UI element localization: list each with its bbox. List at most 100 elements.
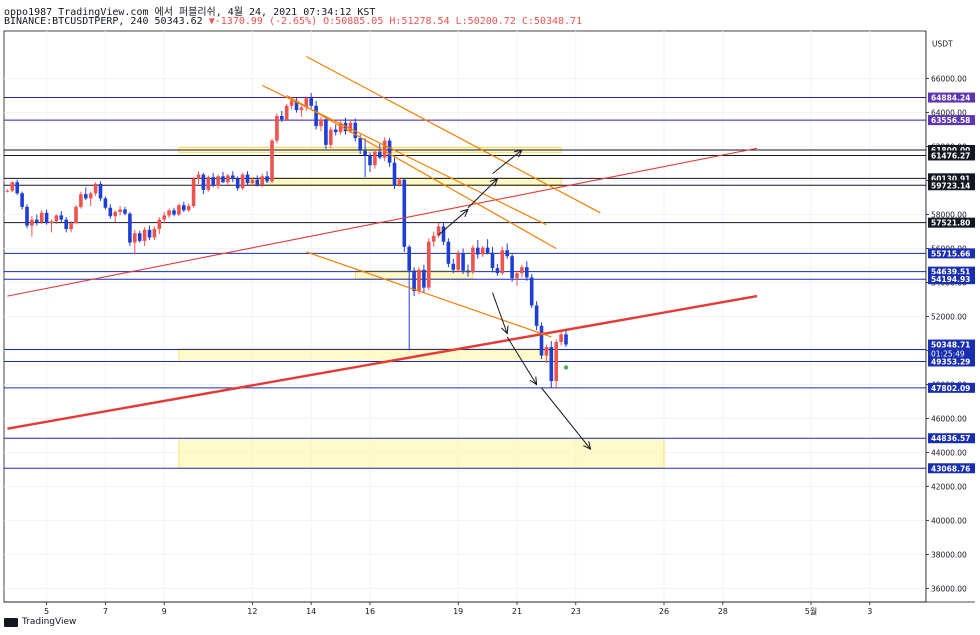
projection-arrow xyxy=(467,178,498,209)
candle-body xyxy=(15,182,19,194)
candle-body xyxy=(319,119,323,127)
candle-timer: 01:25:49 xyxy=(931,350,965,359)
trend-line xyxy=(7,147,758,297)
last-price-label: 50348.71 xyxy=(931,341,970,350)
candle-body xyxy=(280,115,284,120)
candle-body xyxy=(529,277,534,306)
level-badge xyxy=(928,274,975,285)
symbol-legend: BINANCE:BTCUSDTPERP, 240 50343.62 ▼-1370… xyxy=(4,16,582,27)
candle-body xyxy=(397,179,402,185)
time-tick-label: 19 xyxy=(453,607,463,616)
price-tick-label: 40000.00 xyxy=(931,516,967,525)
candle-body xyxy=(5,190,10,192)
time-tick-label: 12 xyxy=(247,607,257,616)
candle-body xyxy=(495,268,500,274)
candle-body xyxy=(201,174,206,190)
candle-body xyxy=(368,155,372,166)
candle-body xyxy=(431,235,436,242)
support-zone xyxy=(178,348,557,362)
candle-body xyxy=(490,252,495,269)
candle-body xyxy=(471,247,475,273)
candle-body xyxy=(314,105,318,127)
candle-body xyxy=(289,100,294,106)
price-change: ▼-1370.99 (-2.65%) xyxy=(208,16,318,27)
candle-body xyxy=(25,206,29,226)
candle-body xyxy=(466,270,470,273)
time-tick-label: 5월 xyxy=(805,606,817,616)
level-badge xyxy=(928,463,975,474)
candle-body xyxy=(74,206,78,224)
candle-body xyxy=(564,334,568,345)
candle-body xyxy=(520,267,524,274)
candle-body xyxy=(108,207,113,217)
candle-body xyxy=(373,151,377,166)
level-badge-label: 61476.27 xyxy=(931,151,970,160)
candle-body xyxy=(554,341,558,382)
candle-body xyxy=(324,119,328,145)
candle-body xyxy=(343,122,348,132)
candle-body xyxy=(196,174,201,179)
trend-line xyxy=(306,55,601,214)
arrow-head xyxy=(501,325,509,335)
projection-arrow xyxy=(506,336,538,385)
candle-body xyxy=(510,256,514,279)
time-tick-label: 26 xyxy=(659,607,669,616)
candle-body xyxy=(69,223,73,229)
candle-body xyxy=(147,229,152,238)
price-tick-label: 66000.00 xyxy=(931,75,967,84)
level-badge-label: 54194.93 xyxy=(931,275,970,284)
candle-body xyxy=(304,98,309,108)
level-badge-label: 63556.58 xyxy=(931,116,970,125)
candle-body xyxy=(358,138,362,151)
candle-body xyxy=(206,177,211,190)
brand-name: TradingView xyxy=(22,617,77,627)
candle-body xyxy=(177,205,181,215)
candle-body xyxy=(505,250,509,257)
level-badge-label: 59723.14 xyxy=(931,181,970,190)
price-tick-label: 52000.00 xyxy=(931,313,967,322)
candle-body xyxy=(231,175,235,179)
time-tick-label: 9 xyxy=(162,607,167,616)
candle-body xyxy=(84,194,88,199)
price-tick-label: 42000.00 xyxy=(931,482,967,491)
projection-arrow xyxy=(438,209,469,236)
level-badge xyxy=(928,180,975,191)
currency-label: USDT xyxy=(932,39,953,48)
trend-line xyxy=(306,251,552,338)
time-tick-label: 28 xyxy=(718,607,728,616)
candle-body xyxy=(137,233,142,241)
candle-body xyxy=(255,179,260,185)
candle-body xyxy=(515,273,519,279)
trend-line xyxy=(286,95,557,250)
candle-body xyxy=(534,305,539,326)
candle-body xyxy=(235,178,240,189)
level-badge xyxy=(928,382,975,393)
candle-body xyxy=(44,212,49,224)
candle-body xyxy=(123,209,127,214)
level-badge xyxy=(928,356,975,367)
candle-body xyxy=(461,253,465,271)
candle-body xyxy=(407,246,411,271)
candle-body xyxy=(485,247,490,253)
candle-body xyxy=(221,176,225,183)
candle-body xyxy=(265,176,269,182)
candle-body xyxy=(333,129,338,133)
level-badge xyxy=(928,217,975,228)
candle-body xyxy=(128,213,132,243)
candle-body xyxy=(59,215,64,220)
level-badge-label: 49353.29 xyxy=(931,357,970,366)
arrow-head xyxy=(513,149,523,158)
ohlc-open: O:50885.05 xyxy=(323,16,384,27)
level-badge xyxy=(928,266,975,277)
candle-body xyxy=(30,219,34,226)
candle-body xyxy=(392,162,397,185)
time-tick-label: 7 xyxy=(103,607,108,616)
candle-body xyxy=(456,253,460,270)
last-price-badge xyxy=(928,339,975,359)
level-badge xyxy=(928,150,975,161)
candle-body xyxy=(294,100,299,111)
level-badge xyxy=(928,173,975,184)
tradingview-logo-icon xyxy=(4,617,18,627)
candle-body xyxy=(118,209,122,212)
